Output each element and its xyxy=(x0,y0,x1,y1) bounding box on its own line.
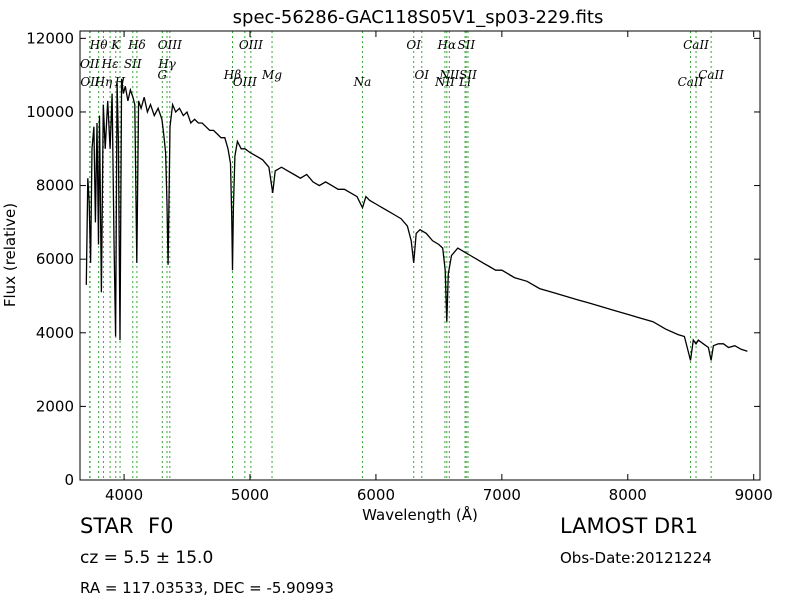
spectral-line-label: NII xyxy=(438,68,459,82)
cz-value: cz = 5.5 ± 15.0 xyxy=(80,548,214,568)
y-tick-label: 8000 xyxy=(36,177,74,195)
spectral-line-label: OII xyxy=(80,75,100,89)
y-tick-label: 0 xyxy=(64,471,74,489)
y-axis-label: Flux (relative) xyxy=(1,203,19,307)
plot-frame xyxy=(79,30,761,481)
spectral-line-label: SII xyxy=(459,68,477,82)
spectral-line-label: Hδ xyxy=(127,38,146,52)
spectral-line-label: Hα xyxy=(437,38,457,52)
y-tick-label: 2000 xyxy=(36,397,74,415)
spectral-line-label: CaII xyxy=(683,38,709,52)
spectral-line-label: Li xyxy=(458,75,471,89)
survey-name: LAMOST DR1 xyxy=(560,514,699,538)
spectral-line-label: Na xyxy=(353,75,372,89)
spectral-line-label: OIII xyxy=(158,38,182,52)
spectral-line-label: Hβ xyxy=(223,68,241,82)
spectrum-curve-group xyxy=(85,78,748,361)
y-tick-label: 12000 xyxy=(26,29,74,47)
x-tick-label: 5000 xyxy=(231,486,269,504)
spectral-line-label: CaII xyxy=(698,68,724,82)
spectral-line-label: Hγ xyxy=(157,57,176,71)
spectral-line-label: G xyxy=(158,68,168,82)
x-tick-label: 6000 xyxy=(357,486,395,504)
y-tick-label: 4000 xyxy=(36,324,74,342)
spectral-line-label: OIII xyxy=(239,38,263,52)
y-tick-label: 10000 xyxy=(26,103,74,121)
x-tick-label: 7000 xyxy=(483,486,521,504)
spectral-line-label: OII xyxy=(80,57,100,71)
spectral-line-markers xyxy=(89,31,712,480)
object-subclass: F0 xyxy=(148,514,174,538)
x-tick-label: 9000 xyxy=(735,486,773,504)
spectral-line-label: K xyxy=(110,38,121,52)
spectral-line-label: Hθ xyxy=(89,38,108,52)
y-tick-label: 6000 xyxy=(36,250,74,268)
spectral-line-label: SII xyxy=(124,57,142,71)
x-tick-label: 8000 xyxy=(609,486,647,504)
chart-title: spec-56286-GAC118S05V1_sp03-229.fits xyxy=(233,7,604,28)
spectral-line-label: NII xyxy=(434,75,455,89)
spectral-line-label: Hε xyxy=(101,57,119,71)
spectrum-curve xyxy=(85,78,748,361)
spectral-line-label: CaII xyxy=(678,75,704,89)
spectral-line-label: OIII xyxy=(233,75,257,89)
x-axis-ticks: 4000 5000 6000 7000 8000 9000 xyxy=(105,31,773,504)
spectral-line-label: Mg xyxy=(261,68,282,82)
spectral-line-label: OI xyxy=(414,68,429,82)
obs-date: Obs-Date:20121224 xyxy=(560,549,712,567)
coordinates: RA = 117.03533, DEC = -5.90993 xyxy=(80,579,334,597)
x-axis-label: Wavelength (Å) xyxy=(362,505,478,524)
object-class: STAR xyxy=(80,514,134,538)
spectral-line-label: OI xyxy=(406,38,421,52)
spectral-line-label: SII xyxy=(457,38,475,52)
x-tick-label: 4000 xyxy=(105,486,143,504)
spectral-line-label: H xyxy=(114,75,126,89)
spectral-line-label: Hη xyxy=(94,75,113,89)
y-axis-ticks: 0 2000 4000 6000 8000 10000 12000 xyxy=(26,29,760,489)
